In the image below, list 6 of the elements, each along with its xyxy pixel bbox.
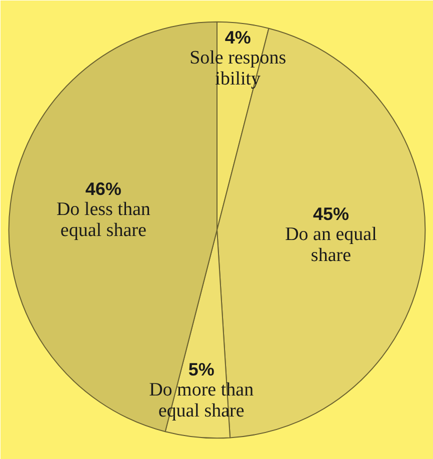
slice-label: Do less than equal share: [56, 198, 151, 241]
data-label: 45%: [312, 204, 350, 224]
data-label: 46%: [85, 178, 122, 199]
data-label: 5%: [188, 359, 214, 380]
slice-label: Do an equal share: [285, 224, 377, 266]
data-label: 4%: [224, 28, 251, 48]
